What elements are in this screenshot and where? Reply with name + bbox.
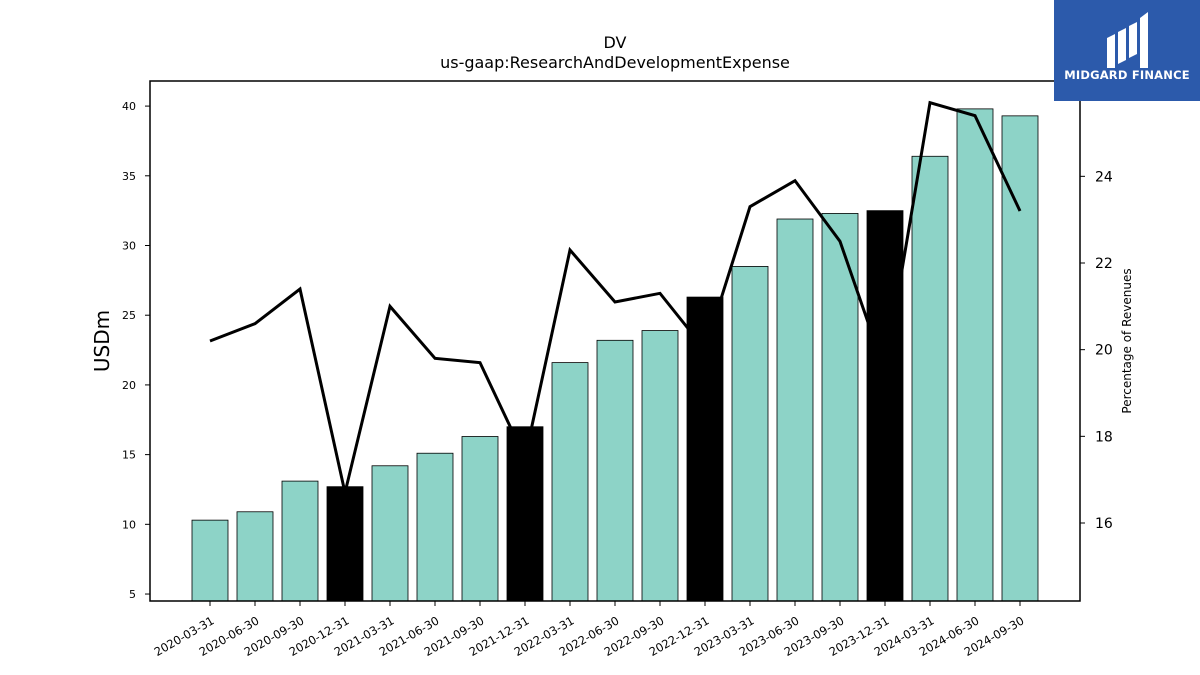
bar-2021-06-30 <box>416 452 454 602</box>
line-series-group <box>209 100 1022 494</box>
chart-title: DV <box>604 33 627 52</box>
chart-subtitle: us-gaap:ResearchAndDevelopmentExpense <box>440 53 790 72</box>
y-tick-label: 15 <box>122 449 136 462</box>
bar-2022-12-31 <box>686 296 724 602</box>
y2-tick-label: 22 <box>1095 256 1113 272</box>
bar-2020-06-30 <box>236 511 274 602</box>
bar-2023-03-31 <box>731 266 769 602</box>
percentage-line <box>209 100 1022 494</box>
bar-2021-09-30 <box>461 436 499 602</box>
logo-mark-icon <box>1107 12 1148 68</box>
y2-tick-label: 16 <box>1095 516 1113 532</box>
y2-tick-label: 24 <box>1095 169 1113 185</box>
y-tick-label: 25 <box>122 309 136 322</box>
bar-2022-03-31 <box>551 362 589 602</box>
bar-2022-09-30 <box>641 330 679 602</box>
y-tick-label: 35 <box>122 170 136 183</box>
bar-2023-12-31 <box>866 210 904 602</box>
y-tick-label: 5 <box>129 588 136 601</box>
y2-axis-label: Percentage of Revenues <box>1120 268 1134 413</box>
y2-tick-label: 20 <box>1095 343 1113 359</box>
y-tick-label: 20 <box>122 379 136 392</box>
logo-text: MIDGARD FINANCE <box>1064 68 1190 82</box>
y-tick-label: 30 <box>122 240 136 253</box>
bar-2022-06-30 <box>596 339 634 602</box>
bar-2024-09-30 <box>1001 115 1039 602</box>
y-tick-label: 10 <box>122 518 136 531</box>
bar-2024-06-30 <box>956 108 994 602</box>
bar-2020-12-31 <box>326 486 364 602</box>
bar-2023-06-30 <box>776 218 814 602</box>
bar-2020-09-30 <box>281 480 319 602</box>
y-axis-label: USDm <box>90 310 114 372</box>
bar-2020-03-31 <box>191 519 229 602</box>
y-tick-label: 40 <box>122 100 136 113</box>
bar-2021-03-31 <box>371 465 409 602</box>
bar-group <box>191 108 1039 602</box>
logo: MIDGARD FINANCE <box>1054 0 1200 101</box>
bar-2023-09-30 <box>821 213 859 602</box>
y2-tick-label: 18 <box>1095 429 1113 445</box>
bar-2024-03-31 <box>911 155 949 602</box>
